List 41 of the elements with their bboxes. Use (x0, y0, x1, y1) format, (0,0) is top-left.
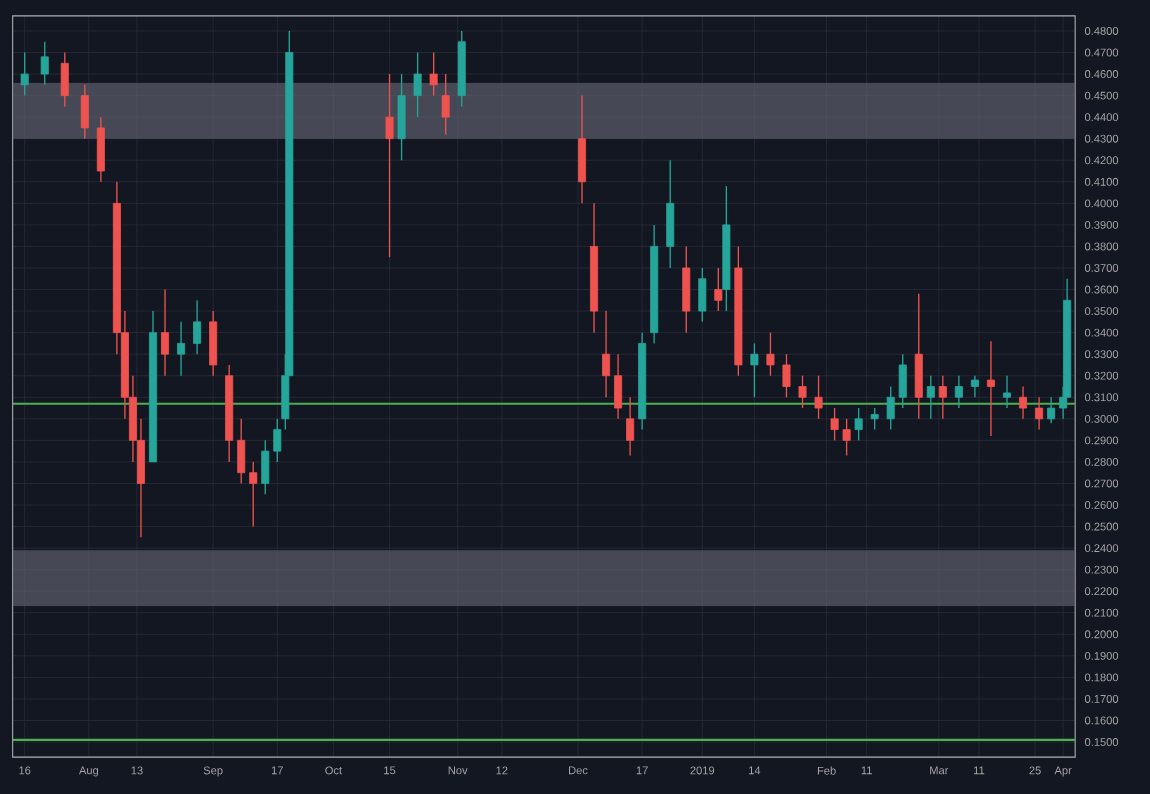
candlestick (20, 51, 29, 96)
candlestick (249, 460, 258, 527)
candlestick (938, 374, 947, 420)
candlestick (954, 374, 963, 409)
candlestick (397, 72, 406, 161)
candlestick (193, 299, 202, 355)
candlestick (970, 374, 979, 398)
candlestick (854, 406, 863, 441)
candlestick (814, 374, 823, 420)
candlestick (666, 159, 675, 269)
candlestick (60, 51, 69, 107)
candlestick (161, 288, 170, 376)
candlestick (986, 340, 995, 437)
candlestick (766, 331, 775, 376)
candlestick (441, 72, 450, 135)
candlestick (209, 309, 218, 376)
candlestick (698, 266, 707, 323)
candlestick (96, 116, 105, 183)
candlestick (914, 292, 923, 420)
candlestick (1002, 374, 1011, 409)
candlestick (1019, 385, 1028, 420)
candlestick (750, 342, 759, 398)
candlestick (413, 51, 422, 118)
candlestick (614, 353, 623, 420)
candlestick (602, 309, 611, 398)
candlestick (926, 374, 935, 420)
candlestick (714, 266, 723, 312)
candlestick (782, 353, 791, 398)
candlestick (40, 40, 49, 86)
candlestick (798, 374, 807, 409)
candlestick (80, 83, 89, 139)
candlestick (429, 51, 438, 96)
candlestick (385, 72, 394, 258)
candlestick (1047, 396, 1056, 424)
candlestick (577, 94, 587, 204)
candlestick (177, 320, 186, 376)
candlestick (626, 396, 635, 456)
candlestick (870, 406, 879, 430)
candlestick (682, 245, 691, 333)
candlestick (237, 417, 246, 484)
candlestick (1035, 396, 1044, 430)
